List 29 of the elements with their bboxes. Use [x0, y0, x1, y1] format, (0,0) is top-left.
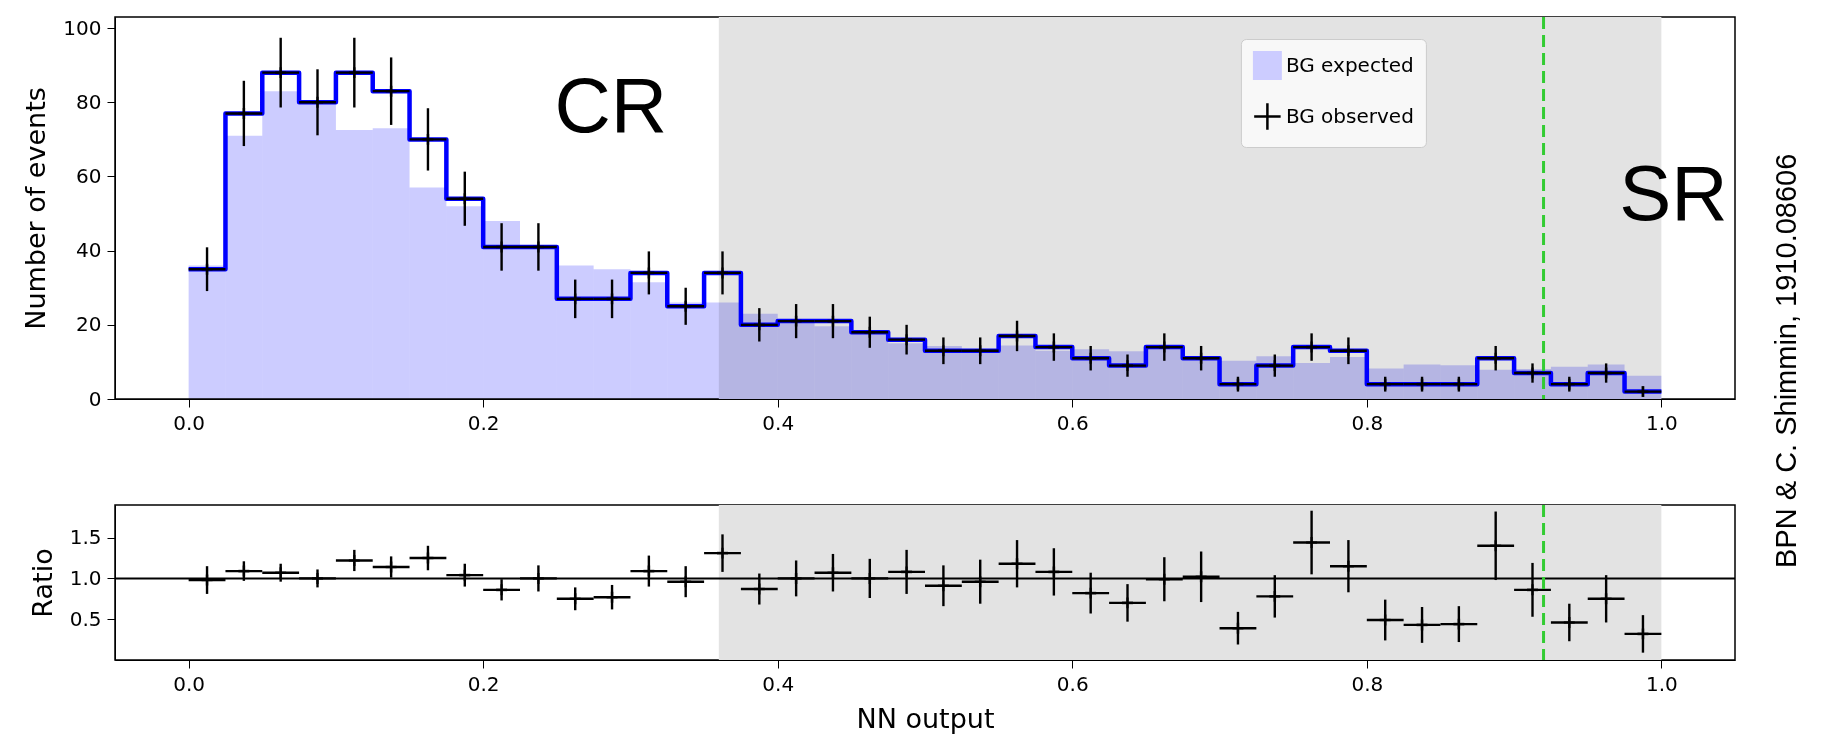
- y-tick-label: 80: [76, 89, 102, 114]
- y-tick-label: 1.5: [69, 525, 102, 550]
- x-tick-label: 0.0: [173, 410, 206, 435]
- x-tick-label: 0.6: [1056, 671, 1089, 696]
- x-tick-label: 0.6: [1056, 410, 1089, 435]
- x-tick-label: 0.4: [762, 410, 795, 435]
- y-tick-label: 60: [76, 163, 102, 188]
- annotation: CR: [554, 60, 668, 149]
- x-tick-label: 0.8: [1351, 671, 1384, 696]
- x-tick-label: 1.0: [1645, 410, 1678, 435]
- x-tick-label: 0.2: [467, 671, 500, 696]
- text: BPN & C. Shimmin, 1910.08606: [1770, 153, 1802, 568]
- x-tick-label: 1.0: [1645, 671, 1678, 696]
- y-tick-label: 0: [88, 386, 102, 411]
- y-tick-label: 100: [63, 15, 102, 40]
- y-tick-label: 0.5: [69, 606, 102, 631]
- y-tick-label: 20: [76, 312, 102, 337]
- y-tick-label: 1.0: [69, 565, 102, 590]
- y-axis-title: Ratio: [26, 548, 58, 618]
- legend-label: BG observed: [1285, 103, 1414, 128]
- legend-label: BG expected: [1285, 52, 1414, 77]
- x-axis-title: NN output: [856, 702, 995, 734]
- y-tick-label: 40: [76, 238, 102, 263]
- x-tick-label: 0.0: [173, 671, 206, 696]
- y-axis-title: Number of events: [20, 87, 52, 330]
- x-tick-label: 0.8: [1351, 410, 1384, 435]
- annotation: SR: [1619, 148, 1728, 237]
- x-tick-label: 0.4: [762, 671, 795, 696]
- x-tick-label: 0.2: [467, 410, 500, 435]
